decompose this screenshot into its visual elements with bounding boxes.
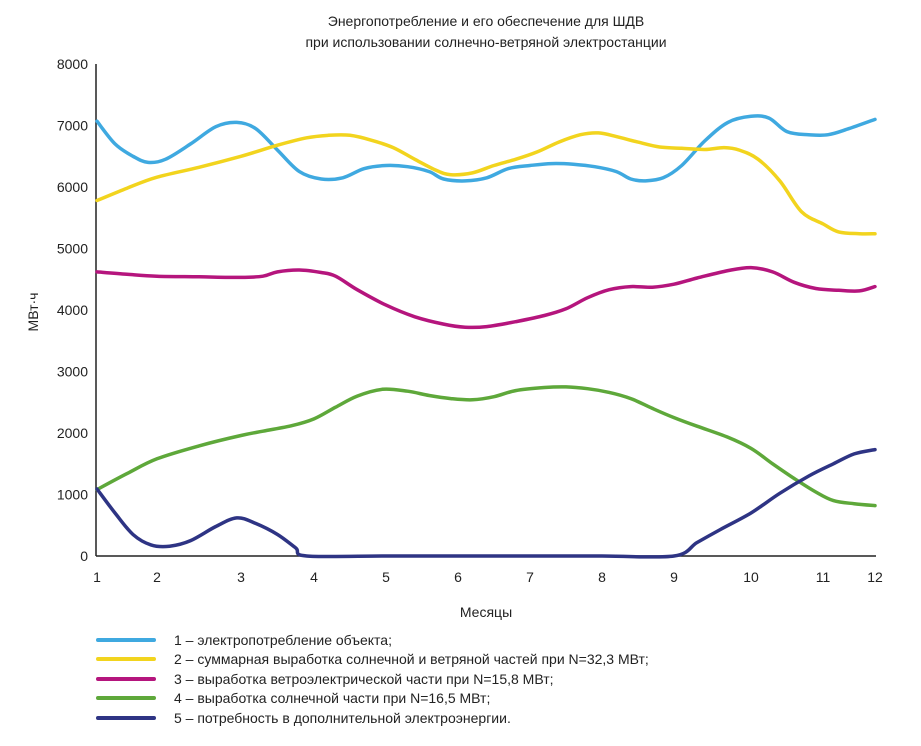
- legend-item-2: 2 – суммарная выработка солнечной и ветр…: [96, 650, 649, 670]
- legend-swatch-2: [96, 657, 156, 662]
- x-tick-label: 9: [670, 569, 678, 585]
- series-line-1: [95, 114, 877, 183]
- legend-label-4: 4 – выработка солнечной части при N=16,5…: [174, 690, 491, 707]
- x-tick-label: 11: [816, 569, 831, 585]
- legend-swatch-1: [96, 637, 156, 642]
- series-line-2: [95, 131, 877, 236]
- legend-label-2: 2 – суммарная выработка солнечной и ветр…: [174, 651, 649, 668]
- series-line-3: [95, 265, 877, 330]
- legend-item-5: 5 – потребность в дополнительной электро…: [96, 708, 649, 728]
- y-tick-label: 6000: [57, 179, 88, 195]
- legend-label-1: 1 – электропотребление объекта;: [174, 631, 392, 648]
- legend-label-3: 3 – выработка ветроэлектрической части п…: [174, 670, 554, 687]
- legend-label-5: 5 – потребность в дополнительной электро…: [174, 709, 511, 726]
- y-tick-label: 3000: [57, 364, 88, 380]
- x-tick-label: 3: [237, 569, 245, 585]
- x-tick-label: 2: [153, 569, 161, 585]
- series-layer: [95, 114, 877, 559]
- x-tick-label: 6: [454, 569, 462, 585]
- chart-title-line-1: Энергопотребление и его обеспечение для …: [328, 13, 644, 29]
- y-tick-label: 5000: [57, 241, 88, 257]
- series-line-4: [95, 385, 877, 508]
- y-tick-label: 4000: [57, 302, 88, 318]
- x-tick-label: 12: [867, 569, 883, 585]
- x-tick-label: 8: [598, 569, 606, 585]
- y-tick-label: 0: [80, 548, 88, 564]
- legend-item-4: 4 – выработка солнечной части при N=16,5…: [96, 689, 649, 709]
- line-chart: Энергопотребление и его обеспечение для …: [25, 13, 883, 620]
- chart-title-line-2: при использовании солнечно-ветряной элек…: [305, 34, 666, 50]
- y-axis-title: МВт·ч: [25, 293, 41, 332]
- legend-item-1: 1 – электропотребление объекта;: [96, 630, 649, 650]
- x-tick-label: 5: [382, 569, 390, 585]
- legend-swatch-3: [96, 676, 156, 681]
- legend-item-3: 3 – выработка ветроэлектрической части п…: [96, 669, 649, 689]
- x-tick-label: 10: [743, 569, 759, 585]
- series-line-5: [95, 447, 877, 559]
- y-tick-label: 2000: [57, 425, 88, 441]
- legend-swatch-4: [96, 696, 156, 701]
- x-tick-label: 1: [93, 569, 101, 585]
- y-tick-label: 1000: [57, 487, 88, 503]
- y-tick-labels: 0 1000 2000 3000 4000 5000 6000 7000 8000: [57, 56, 88, 564]
- y-tick-label: 7000: [57, 118, 88, 134]
- x-tick-label: 4: [310, 569, 318, 585]
- x-tick-labels: 1 2 3 4 5 6 7 8 9 10 11 12: [93, 569, 883, 585]
- legend: 1 – электропотребление объекта; 2 – сумм…: [96, 630, 649, 728]
- y-tick-label: 8000: [57, 56, 88, 72]
- x-tick-label: 7: [526, 569, 534, 585]
- x-axis-title: Месяцы: [460, 604, 512, 620]
- legend-swatch-5: [96, 715, 156, 720]
